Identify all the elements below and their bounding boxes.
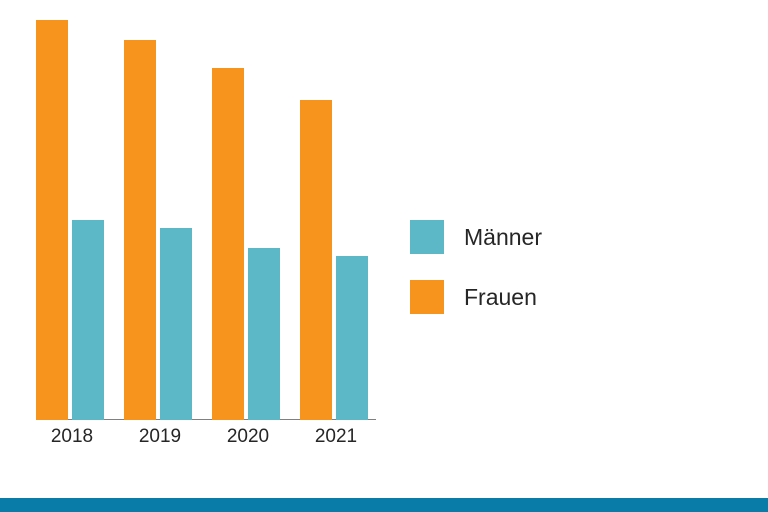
legend-label-maenner: Männer: [464, 224, 542, 251]
x-label-2021: 2021: [300, 426, 372, 448]
bar-maenner-2020: [248, 248, 280, 420]
x-axis-labels: 2018 2019 2020 2021: [36, 426, 376, 456]
bar-frauen-2021: [300, 100, 332, 420]
bar-maenner-2019: [160, 228, 192, 420]
chart-container: 2018 2019 2020 2021 Männer Frauen: [0, 0, 768, 512]
legend-label-frauen: Frauen: [464, 284, 537, 311]
x-label-2019: 2019: [124, 426, 196, 448]
bar-frauen-2018: [36, 20, 68, 420]
x-label-2018: 2018: [36, 426, 108, 448]
bar-maenner-2021: [336, 256, 368, 420]
bar-frauen-2020: [212, 68, 244, 420]
bar-maenner-2018: [72, 220, 104, 420]
legend-item-maenner: Männer: [410, 220, 542, 254]
x-label-2020: 2020: [212, 426, 284, 448]
plot-area: [36, 20, 376, 420]
legend-item-frauen: Frauen: [410, 280, 542, 314]
legend-swatch-maenner: [410, 220, 444, 254]
footer-accent-bar: [0, 498, 768, 512]
legend-swatch-frauen: [410, 280, 444, 314]
bar-frauen-2019: [124, 40, 156, 420]
legend: Männer Frauen: [410, 220, 542, 340]
